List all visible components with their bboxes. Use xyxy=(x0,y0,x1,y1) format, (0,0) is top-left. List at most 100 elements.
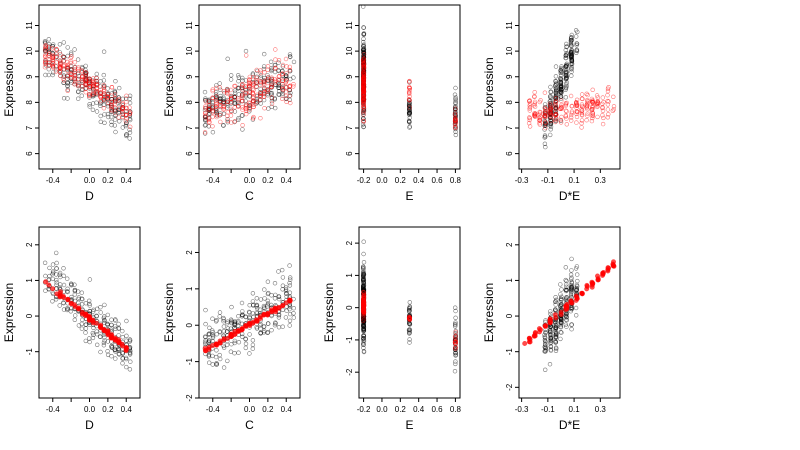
data-point-observed xyxy=(564,278,569,284)
data-point-fitted xyxy=(218,103,223,108)
x-tick-label: -0.4 xyxy=(206,405,220,414)
data-point-observed xyxy=(112,123,118,128)
x-tick-label: 0.4 xyxy=(281,405,293,414)
data-point-observed xyxy=(64,289,70,294)
data-point-fitted xyxy=(553,99,559,105)
data-point-observed xyxy=(563,52,569,58)
data-point-observed xyxy=(287,280,292,286)
panel-6: -0.4 0.0 0.2 0.4 -2 -1 0 1 2 C Expression xyxy=(162,226,301,432)
x-tick-label: -0.1 xyxy=(541,405,555,414)
data-point-fitted xyxy=(361,91,366,97)
data-point-fitted xyxy=(210,114,215,120)
data-point-fitted xyxy=(527,101,533,106)
data-point-observed xyxy=(563,73,569,78)
series-fitted xyxy=(202,47,296,135)
data-point-fitted xyxy=(568,118,574,123)
data-point-observed xyxy=(575,278,580,284)
data-point-fitted xyxy=(526,120,532,126)
data-point-observed xyxy=(559,287,564,292)
y-tick-label: 10 xyxy=(505,46,514,55)
data-point-fitted xyxy=(75,83,81,89)
data-point-observed xyxy=(54,260,59,266)
data-point-fitted xyxy=(276,57,282,63)
data-point-observed xyxy=(50,262,56,267)
data-point-observed xyxy=(222,90,227,96)
data-point-observed xyxy=(236,314,241,319)
y-axis-title: Expression xyxy=(162,283,176,342)
data-point-observed xyxy=(61,282,67,288)
data-point-fitted xyxy=(265,87,270,93)
y-tick-label: 2 xyxy=(185,250,194,255)
data-point-observed xyxy=(229,304,234,310)
data-point-fitted xyxy=(601,115,606,121)
data-point-observed xyxy=(361,5,366,9)
data-point-observed xyxy=(559,294,564,299)
data-point-fitted xyxy=(254,75,259,81)
data-point-fitted xyxy=(547,318,553,324)
data-point-fitted xyxy=(225,91,230,96)
series-fitted xyxy=(526,84,617,131)
data-point-fitted xyxy=(361,94,366,100)
data-point-observed xyxy=(361,274,366,280)
data-point-observed xyxy=(214,348,219,353)
y-tick-label: 7 xyxy=(185,125,194,130)
data-point-observed xyxy=(287,52,293,57)
points-layer xyxy=(202,47,297,136)
data-point-fitted xyxy=(407,94,412,99)
data-point-fitted xyxy=(361,81,366,86)
data-point-observed xyxy=(90,330,96,336)
y-tick-label: 8 xyxy=(345,100,354,105)
data-point-fitted xyxy=(269,76,275,82)
data-point-fitted xyxy=(246,79,252,85)
y-tick-label: 1 xyxy=(185,286,194,291)
data-point-observed xyxy=(563,287,568,292)
data-point-fitted xyxy=(606,265,612,271)
data-point-observed xyxy=(47,265,52,271)
data-point-fitted xyxy=(101,105,107,111)
data-point-fitted xyxy=(210,104,215,110)
data-point-observed xyxy=(269,104,274,110)
data-point-observed xyxy=(574,272,580,277)
data-point-observed xyxy=(57,50,63,55)
data-point-fitted xyxy=(559,114,564,120)
data-point-fitted xyxy=(94,75,99,81)
x-tick-label: 0.3 xyxy=(595,405,607,414)
data-point-observed xyxy=(453,132,458,138)
data-point-fitted xyxy=(280,84,285,89)
data-point-observed xyxy=(453,95,458,100)
data-point-observed xyxy=(543,347,549,352)
data-point-observed xyxy=(207,325,212,330)
data-point-fitted xyxy=(214,101,219,107)
y-tick-label: 11 xyxy=(185,21,194,30)
data-point-observed xyxy=(265,321,271,326)
data-point-fitted xyxy=(527,103,532,108)
data-point-observed xyxy=(573,305,579,311)
data-point-observed xyxy=(102,112,107,117)
data-point-observed xyxy=(361,277,366,282)
data-point-observed xyxy=(75,289,81,294)
data-point-observed xyxy=(50,70,56,75)
data-point-fitted xyxy=(54,46,59,52)
data-point-observed xyxy=(553,325,558,330)
data-point-fitted xyxy=(228,106,234,112)
data-point-observed xyxy=(569,69,574,74)
data-point-observed xyxy=(558,82,563,87)
data-point-fitted xyxy=(262,94,267,99)
data-point-fitted xyxy=(594,104,600,110)
data-point-fitted xyxy=(522,340,528,346)
data-point-observed xyxy=(569,327,574,332)
data-point-observed xyxy=(548,309,553,314)
data-point-observed xyxy=(361,32,367,37)
data-point-observed xyxy=(87,104,92,109)
data-point-observed xyxy=(262,296,267,301)
data-point-observed xyxy=(94,71,100,77)
data-point-observed xyxy=(72,292,78,297)
data-point-fitted xyxy=(243,106,248,112)
data-point-fitted xyxy=(585,92,590,98)
data-point-fitted xyxy=(361,76,366,82)
panel-5: -0.4 0.0 0.2 0.4 -1 0 1 2 D Expression xyxy=(2,226,141,432)
data-point-observed xyxy=(203,96,208,101)
data-point-fitted xyxy=(590,115,595,121)
data-point-observed xyxy=(547,132,553,138)
data-point-observed xyxy=(280,275,286,280)
